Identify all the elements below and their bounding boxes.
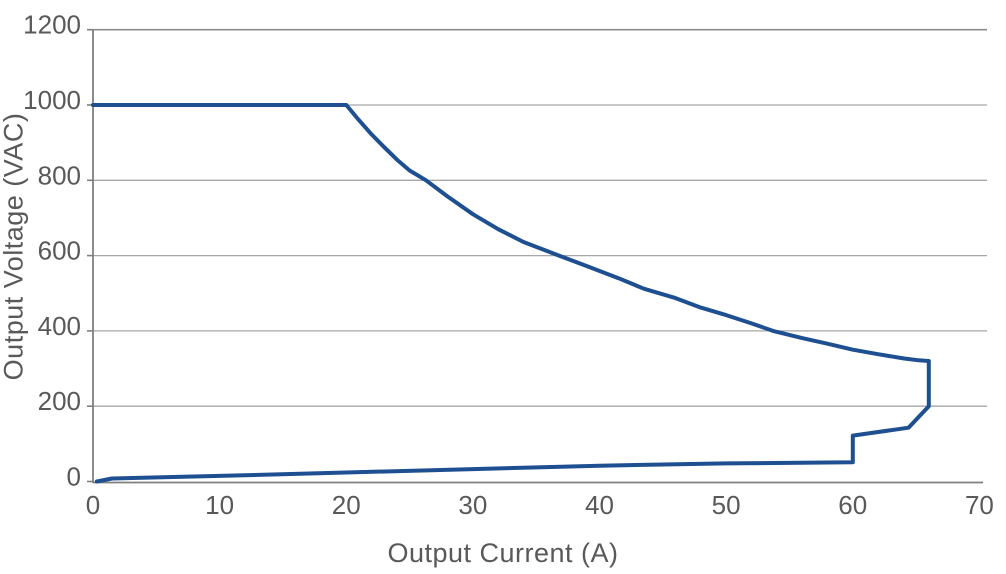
x-tick-label: 40 (585, 490, 614, 520)
x-tick-label: 20 (332, 490, 361, 520)
x-axis-title: Output Current (A) (387, 538, 619, 568)
x-tick-label: 10 (205, 490, 234, 520)
x-tick-label: 50 (712, 490, 741, 520)
y-tick-label: 200 (38, 386, 81, 416)
y-tick-label: 1200 (23, 10, 81, 40)
y-tick-label: 600 (38, 236, 81, 266)
x-tick-label: 0 (86, 490, 100, 520)
y-tick-label: 1000 (23, 85, 81, 115)
x-tick-label: 70 (965, 490, 994, 520)
envelope-line (91, 103, 931, 484)
x-tick-label: 60 (838, 490, 867, 520)
y-tick-label: 800 (38, 160, 81, 190)
y-tick-label: 0 (67, 462, 81, 492)
y-axis-title: Output Voltage (VAC) (0, 112, 29, 381)
y-tick-label: 400 (38, 311, 81, 341)
x-tick-label: 30 (458, 490, 487, 520)
